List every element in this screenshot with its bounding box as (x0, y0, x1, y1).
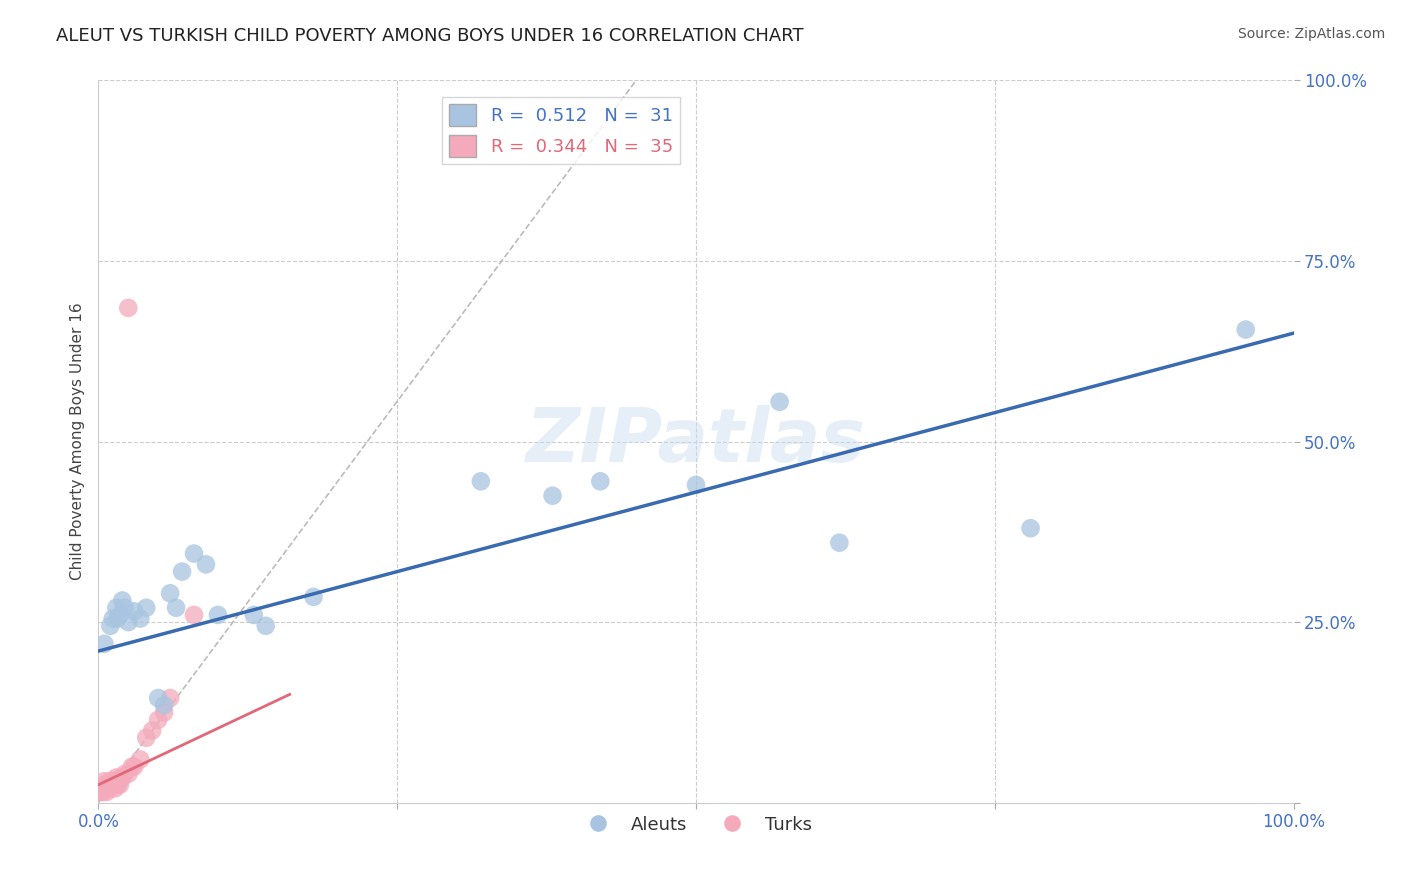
Point (101, 611, 124, 625)
Point (153, 698, 176, 713)
Point (98, 778, 121, 792)
Point (159, 586, 181, 600)
Point (129, 752, 152, 766)
Point (101, 778, 124, 792)
Point (768, 394, 790, 409)
Point (98, 619, 122, 633)
Point (107, 778, 129, 792)
Point (91, 785, 114, 799)
Point (96, 778, 118, 792)
Point (110, 771, 132, 785)
Point (104, 781, 127, 796)
Point (105, 771, 128, 785)
Point (117, 301, 139, 315)
Legend: Aleuts, Turks: Aleuts, Turks (574, 808, 818, 841)
Point (90, 785, 112, 799)
Point (97, 781, 120, 796)
Point (105, 778, 128, 792)
Point (107, 774, 129, 789)
Point (93, 637, 115, 651)
Point (183, 607, 205, 622)
Point (91, 781, 114, 796)
Point (685, 478, 707, 492)
Point (111, 771, 134, 785)
Point (124, 604, 146, 618)
Point (93, 778, 115, 792)
Point (108, 778, 131, 792)
Point (470, 475, 492, 489)
Point (105, 600, 128, 615)
Point (93, 774, 115, 789)
Point (828, 535, 851, 549)
Point (98, 774, 122, 789)
Point (114, 600, 136, 615)
Point (195, 558, 218, 572)
Point (148, 713, 170, 727)
Point (98, 781, 122, 796)
Point (103, 774, 125, 789)
Point (108, 607, 131, 622)
Point (159, 691, 181, 706)
Point (94, 781, 117, 796)
Text: ALEUT VS TURKISH CHILD POVERTY AMONG BOYS UNDER 16 CORRELATION CHART: ALEUT VS TURKISH CHILD POVERTY AMONG BOY… (56, 27, 804, 45)
Point (121, 760, 143, 774)
Point (129, 611, 152, 625)
Point (107, 611, 129, 625)
Point (1019, 521, 1042, 535)
Y-axis label: Child Poverty Among Boys Under 16: Child Poverty Among Boys Under 16 (69, 302, 84, 581)
Point (589, 475, 612, 489)
Point (207, 607, 229, 622)
Point (541, 489, 564, 503)
Point (114, 767, 136, 781)
Point (100, 774, 122, 789)
Point (135, 731, 157, 745)
Point (117, 615, 139, 630)
Point (111, 593, 134, 607)
Point (96, 785, 118, 799)
Point (135, 600, 157, 615)
Point (254, 619, 277, 633)
Point (124, 760, 146, 774)
Point (302, 590, 325, 604)
Point (243, 607, 266, 622)
Point (183, 547, 205, 561)
Point (141, 723, 163, 738)
Text: Source: ZipAtlas.com: Source: ZipAtlas.com (1237, 27, 1385, 41)
Point (165, 600, 187, 615)
Point (153, 706, 176, 720)
Text: ZIPatlas: ZIPatlas (526, 405, 866, 478)
Point (172, 565, 194, 579)
Point (1234, 322, 1257, 336)
Point (117, 767, 139, 781)
Point (148, 691, 170, 706)
